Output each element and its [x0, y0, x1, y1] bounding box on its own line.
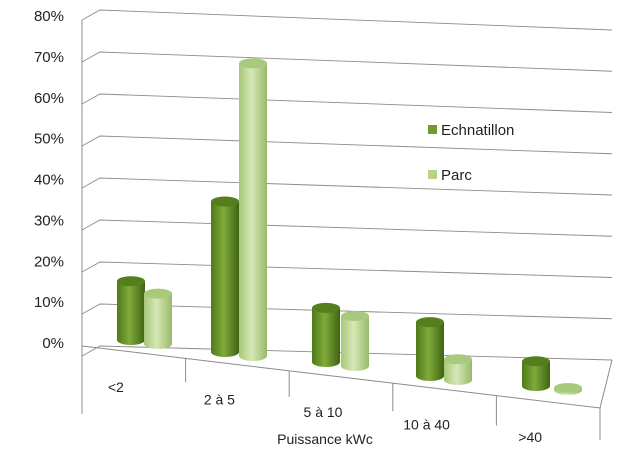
- bar-body: [211, 201, 239, 357]
- bar-body: [416, 322, 444, 381]
- x-tick-label: 10 à 40: [403, 416, 450, 432]
- bar-top: [144, 288, 172, 299]
- y-tick-label: 60%: [34, 90, 64, 107]
- bar-top: [239, 58, 267, 69]
- bar-top: [522, 356, 550, 367]
- bar-parc-4: [554, 382, 582, 395]
- y-tick-label: 80%: [34, 8, 64, 25]
- legend: Echnatillon Parc: [428, 122, 514, 184]
- gridline: [81, 219, 613, 237]
- gridline: [81, 51, 613, 72]
- bar-body: [144, 293, 172, 349]
- bar-body: [117, 281, 145, 345]
- y-tick-label: 20%: [34, 253, 64, 270]
- legend-swatch-parc: [428, 170, 437, 179]
- bar-parc-1: [239, 58, 267, 361]
- bars: [117, 58, 582, 395]
- gridline: [81, 303, 613, 320]
- x-axis-category-labels: <2 2 à 5 5 à 10 10 à 40 >40: [81, 346, 601, 445]
- x-tick-label: <2: [108, 379, 124, 395]
- bar-echnatillon-1: [211, 196, 239, 357]
- y-tick-label: 0%: [42, 335, 64, 352]
- bar-echnatillon-0: [117, 276, 145, 345]
- bar-parc-2: [341, 311, 369, 371]
- gridline: [81, 261, 613, 278]
- bar-top: [211, 196, 239, 207]
- bar-echnatillon-2: [312, 302, 340, 367]
- y-axis-tick-labels: 80% 70% 60% 50% 40% 30% 20% 10% 0%: [34, 8, 64, 352]
- bar-parc-0: [144, 288, 172, 349]
- y-tick-label: 70%: [34, 49, 64, 66]
- bar-parc-3: [444, 354, 472, 385]
- x-tick-label: 2 à 5: [204, 392, 235, 408]
- bar-top: [341, 311, 369, 322]
- bar-body: [341, 316, 369, 371]
- y-tick-label: 10%: [34, 294, 64, 311]
- bar-top: [444, 354, 472, 365]
- bar-body: [444, 359, 472, 385]
- x-tick-label: >40: [518, 429, 542, 445]
- bar-echnatillon-4: [522, 356, 550, 391]
- y-tick-label: 40%: [34, 172, 64, 189]
- bar-top: [416, 317, 444, 328]
- gridline: [81, 93, 613, 113]
- bar-top: [554, 382, 582, 393]
- gridline: [81, 9, 613, 31]
- y-tick-label: 30%: [34, 212, 64, 229]
- bar-body: [239, 63, 267, 361]
- bar-top: [117, 276, 145, 287]
- y-tick-label: 50%: [34, 131, 64, 148]
- bar-echnatillon-3: [416, 317, 444, 381]
- legend-swatch-echnatillon: [428, 125, 437, 134]
- gridline: [81, 177, 613, 196]
- legend-label-parc: Parc: [441, 167, 472, 184]
- legend-label-echnatillon: Echnatillon: [441, 122, 514, 139]
- gridline: [81, 135, 613, 155]
- x-axis-title: Puissance kWc: [277, 431, 373, 447]
- bar-body: [312, 307, 340, 367]
- x-tick-label: 5 à 10: [304, 404, 343, 420]
- bar-top: [312, 302, 340, 313]
- bar-body: [522, 361, 550, 391]
- gridlines: [81, 9, 613, 361]
